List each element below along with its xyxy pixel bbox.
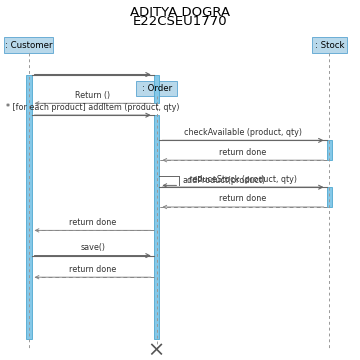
Bar bbox=[327, 187, 332, 207]
Text: ADITYA DOGRA: ADITYA DOGRA bbox=[130, 6, 230, 19]
Text: return done: return done bbox=[219, 194, 267, 203]
Text: return done: return done bbox=[219, 148, 267, 157]
Text: checkAvailable (product, qty): checkAvailable (product, qty) bbox=[184, 128, 302, 137]
Text: addProduct(product): addProduct(product) bbox=[182, 176, 265, 185]
Text: Return (): Return () bbox=[75, 91, 110, 100]
Text: E22CSEU1770: E22CSEU1770 bbox=[133, 15, 227, 28]
FancyBboxPatch shape bbox=[4, 37, 53, 53]
Text: return done: return done bbox=[69, 218, 116, 227]
Text: reduceStock (product, qty): reduceStock (product, qty) bbox=[189, 175, 297, 184]
Text: return done: return done bbox=[69, 265, 116, 274]
Text: : Customer: : Customer bbox=[5, 40, 53, 49]
Text: save(): save() bbox=[80, 243, 105, 252]
FancyBboxPatch shape bbox=[312, 37, 346, 53]
Text: : Order: : Order bbox=[141, 84, 172, 93]
FancyBboxPatch shape bbox=[136, 81, 177, 96]
Text: * [for each product] addItem (product, qty): * [for each product] addItem (product, q… bbox=[6, 103, 179, 112]
Bar bbox=[154, 115, 159, 339]
Bar bbox=[327, 140, 332, 160]
Bar bbox=[26, 75, 32, 339]
Bar bbox=[154, 75, 159, 103]
Text: : Stock: : Stock bbox=[315, 40, 344, 49]
